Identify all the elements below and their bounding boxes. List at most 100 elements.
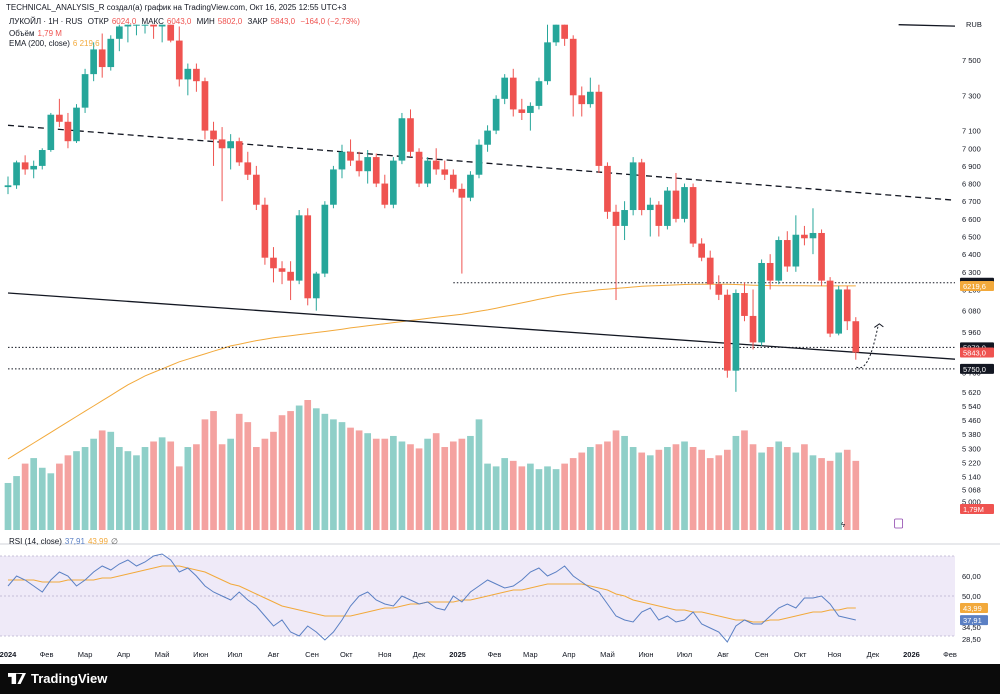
volume-bar (175, 466, 183, 530)
candle-body (150, 24, 157, 27)
volume-bar (432, 433, 440, 530)
volume-bar (527, 463, 534, 530)
time-axis-label: 2026 (903, 650, 920, 659)
rsi-axis-label: 60,00 (962, 572, 981, 581)
candle-body (415, 151, 423, 184)
candle-body (235, 141, 243, 163)
symbol-name[interactable]: ЛУКОЙЛ · 1Н · RUS (9, 17, 83, 26)
volume-bar (244, 422, 252, 530)
candle-body (655, 204, 663, 226)
volume-bar (4, 482, 12, 530)
candle-body (578, 95, 586, 105)
rsi-legend: RSI (14, close) 37,91 43,99 ∅ (9, 537, 121, 546)
volume-bar (621, 435, 628, 530)
chart-header: TECHNICAL_ANALYSIS_R создал(а) график на… (6, 3, 347, 12)
candle-body (492, 98, 500, 131)
candle-body (90, 49, 97, 75)
candle-body (38, 150, 46, 166)
candle-body (158, 24, 166, 27)
ema-label[interactable]: EMA (200, close) (9, 39, 70, 48)
volume-bar (381, 438, 389, 530)
price-axis-label: 6 300 (962, 268, 981, 277)
candle-body (218, 139, 226, 149)
volume-bar (312, 408, 320, 530)
candle-body (338, 151, 346, 170)
time-axis-label: Фев (943, 650, 957, 659)
volume-bar (21, 463, 29, 530)
candle-body (278, 268, 286, 272)
time-axis-label: Фев (40, 650, 54, 659)
open-value: 6024,0 (111, 17, 137, 26)
time-axis-label: Дек (413, 650, 426, 659)
candle-body (201, 81, 209, 131)
ema-value: 6 219,6 (72, 39, 100, 48)
forecast-arrow (856, 324, 879, 369)
candle-body (475, 144, 483, 175)
volume-bar (715, 455, 723, 530)
time-axis-label: Мар (78, 650, 93, 659)
rsi-ma-line (8, 565, 856, 623)
tradingview-logo-icon (8, 673, 26, 684)
rsi-tag-box (960, 615, 988, 626)
volume-bar (492, 466, 500, 530)
candle-body (81, 74, 89, 108)
candle-body (621, 210, 628, 226)
time-axis-label: Май (600, 650, 615, 659)
volume-bar (330, 419, 337, 530)
candle-body (766, 262, 774, 281)
volume-bar (13, 476, 20, 530)
candle-body (458, 188, 466, 198)
time-axis-label: Авг (268, 650, 280, 659)
candle-body (244, 162, 252, 175)
candle-body (30, 165, 38, 170)
tradingview-logo[interactable]: TradingView (8, 671, 107, 686)
candle-body (13, 162, 20, 186)
candle-body (629, 162, 637, 211)
low-value: 5802,0 (217, 17, 243, 26)
rsi-value: 37,91 (64, 537, 85, 546)
volume-value: 1,79 M (37, 29, 62, 38)
ema-200-line (7, 283, 856, 460)
volume-bar (741, 430, 748, 530)
volume-bar (321, 413, 329, 530)
volume-bar (124, 451, 132, 530)
volume-bar (604, 441, 611, 530)
volume-bar (30, 458, 38, 530)
volume-bar (347, 427, 354, 530)
volume-bar (518, 466, 526, 530)
candle-body (141, 24, 149, 26)
volume-bar (210, 411, 217, 530)
eye-icon[interactable]: ∅ (110, 537, 118, 546)
price-axis-label: 6 080 (962, 307, 981, 316)
candle-body (47, 114, 55, 151)
volume-bar (766, 447, 774, 530)
volume-bar (133, 455, 140, 530)
volume-bar (107, 431, 115, 530)
price-axis-label: 5 540 (962, 402, 981, 411)
time-axis-label: Авг (717, 650, 729, 659)
volume-bar (724, 449, 731, 530)
price-tag-box (960, 280, 994, 291)
volume-bar (193, 444, 200, 530)
candle-body (527, 105, 534, 113)
rsi-axis-label: 50,00 (962, 592, 981, 601)
time-axis-label: 2025 (449, 650, 466, 659)
chart-canvas[interactable]: RUB 7 500 7 300 7 100 7 000 6 900 6 800 6 700 6 … (0, 0, 1000, 664)
price-axis-label: 5 140 (962, 473, 981, 482)
volume-bar (449, 441, 457, 530)
candle-body (552, 24, 560, 43)
candle-body (775, 240, 783, 281)
candle-body (107, 38, 115, 68)
price-axis-label: 7 100 (962, 127, 981, 136)
volume-bar (295, 405, 303, 530)
time-axis-label: Дек (867, 650, 880, 659)
candle-body (227, 141, 234, 149)
rsi-label[interactable]: RSI (14, close) (9, 537, 62, 546)
candle-body (407, 118, 414, 152)
candle-body (56, 114, 63, 122)
candle-body (312, 273, 320, 299)
volume-bar (586, 447, 594, 530)
volume-bar (90, 438, 97, 530)
volume-label[interactable]: Объём (9, 29, 35, 38)
price-axis-label: 6 400 (962, 250, 981, 259)
